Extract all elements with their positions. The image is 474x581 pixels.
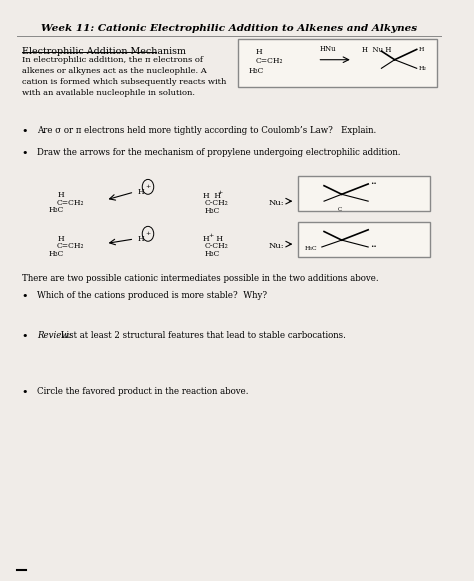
Text: H: H <box>137 235 144 243</box>
Text: H: H <box>57 235 64 243</box>
Text: H: H <box>57 191 64 199</box>
Text: H₃C: H₃C <box>249 67 264 74</box>
Text: H  Nu H: H Nu H <box>362 46 391 54</box>
Text: C=CH₂: C=CH₂ <box>57 199 84 207</box>
Text: Are σ or π electrons held more tightly according to Coulomb’s Law?   Explain.: Are σ or π electrons held more tightly a… <box>37 125 376 135</box>
Text: C: C <box>337 207 342 212</box>
Text: H₃C: H₃C <box>205 250 220 259</box>
Text: Nu:: Nu: <box>269 242 284 250</box>
Text: Week 11: Cationic Electrophilic Addition to Alkenes and Alkynes: Week 11: Cationic Electrophilic Addition… <box>41 24 417 33</box>
Text: •: • <box>22 149 28 159</box>
Text: Which of the cations produced is more stable?  Why?: Which of the cations produced is more st… <box>37 290 267 299</box>
Text: •: • <box>22 387 28 397</box>
Text: •: • <box>22 331 28 340</box>
Text: H₃C: H₃C <box>48 250 64 258</box>
Text: H₃C: H₃C <box>48 206 64 214</box>
Text: Circle the favored product in the reaction above.: Circle the favored product in the reacti… <box>37 387 249 396</box>
Text: H: H <box>419 47 424 52</box>
Text: C=CH₂: C=CH₂ <box>255 58 283 66</box>
Text: •: • <box>22 290 28 300</box>
Text: H: H <box>255 48 262 56</box>
Text: H: H <box>137 188 144 196</box>
Text: H₂: H₂ <box>419 66 427 71</box>
Text: +: + <box>146 231 151 236</box>
Text: Review:: Review: <box>37 331 72 339</box>
Text: Draw the arrows for the mechanism of propylene undergoing electrophilic addition: Draw the arrows for the mechanism of pro… <box>37 149 401 157</box>
Text: H₃C: H₃C <box>305 246 318 251</box>
Text: Electrophilic Addition Mechanism: Electrophilic Addition Mechanism <box>22 47 186 56</box>
Text: There are two possible cationic intermediates possible in the two additions abov: There are two possible cationic intermed… <box>22 274 378 284</box>
Text: C=CH₂: C=CH₂ <box>57 242 84 250</box>
Text: Nu:: Nu: <box>269 199 284 207</box>
Text: ••: •• <box>370 181 377 187</box>
Text: List at least 2 structural features that lead to stable carbocations.: List at least 2 structural features that… <box>57 331 346 339</box>
Text: •: • <box>22 125 28 135</box>
Text: +: + <box>208 233 213 238</box>
Bar <box>238 38 437 87</box>
Text: In electrophilic addition, the π electrons of
alkenes or alkynes act as the nucl: In electrophilic addition, the π electro… <box>22 56 226 96</box>
Text: C-CH₂: C-CH₂ <box>205 199 228 207</box>
Text: H: H <box>203 235 210 243</box>
Text: +: + <box>146 184 151 189</box>
Bar <box>298 222 430 257</box>
Text: HNu: HNu <box>319 45 336 53</box>
Text: +: + <box>218 191 223 195</box>
Text: ••: •• <box>370 245 377 249</box>
Text: H₃C: H₃C <box>205 207 220 216</box>
Text: C-CH₂: C-CH₂ <box>205 242 228 250</box>
Text: H: H <box>214 235 223 243</box>
Bar <box>298 176 430 211</box>
Text: H  H: H H <box>203 192 221 200</box>
